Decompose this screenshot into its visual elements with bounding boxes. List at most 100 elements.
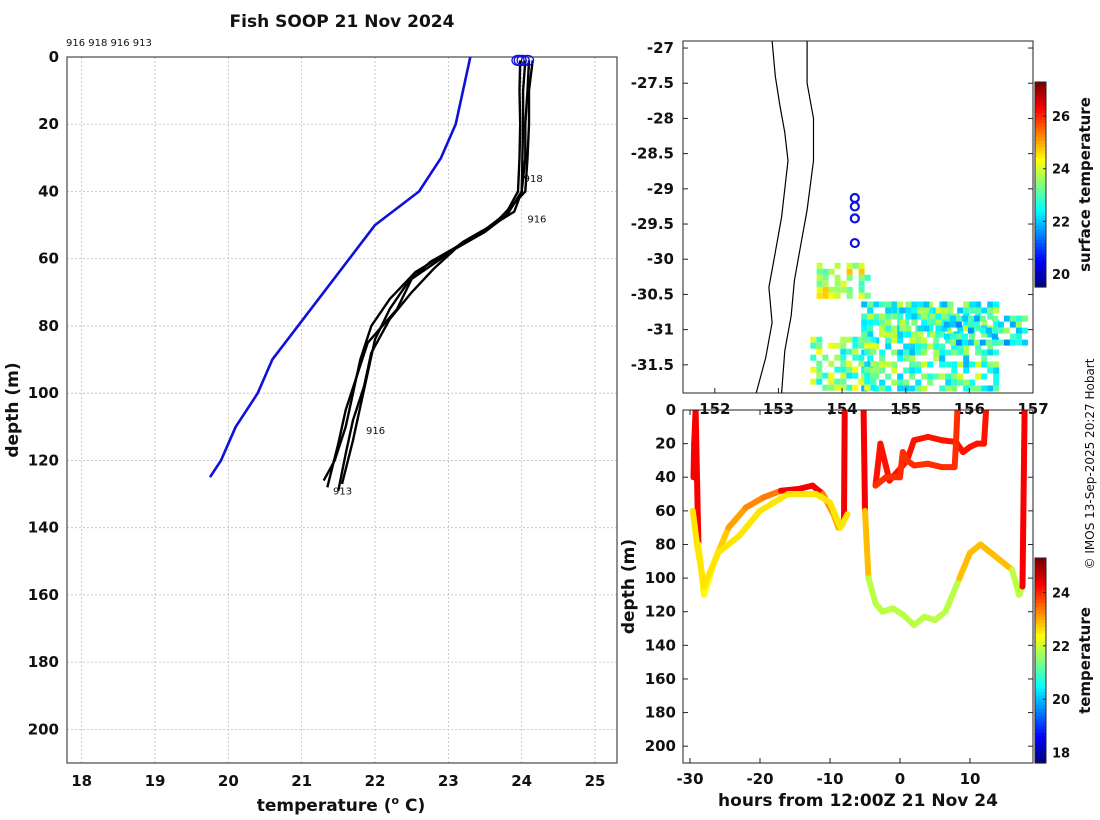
colorbar-segment bbox=[1035, 558, 1046, 563]
sst-pixel bbox=[997, 321, 1004, 328]
colorbar-segment bbox=[1035, 150, 1046, 155]
sst-pixel bbox=[864, 384, 871, 391]
sst-pixel bbox=[915, 349, 922, 356]
sst-pixel bbox=[852, 372, 859, 379]
y-tick-label: 80 bbox=[655, 535, 676, 553]
sst-pixel bbox=[858, 292, 865, 299]
sst-pixel bbox=[973, 321, 980, 328]
y-tick-label: 40 bbox=[38, 182, 59, 200]
profile-line bbox=[322, 60, 534, 482]
x-tick-label: -30 bbox=[676, 770, 703, 788]
sst-pixel bbox=[909, 367, 916, 374]
sst-pixel bbox=[961, 333, 968, 340]
sst-pixel bbox=[929, 313, 936, 320]
sst-pixel bbox=[941, 307, 948, 314]
sst-pixel bbox=[961, 315, 968, 322]
colorbar-segment bbox=[1035, 235, 1046, 240]
sst-pixel bbox=[917, 325, 924, 332]
sst-pixel bbox=[955, 333, 962, 340]
sst-pixel bbox=[885, 361, 892, 368]
sst-pixel bbox=[909, 349, 916, 356]
colorbar-segment bbox=[1035, 228, 1046, 233]
sst-pixel bbox=[897, 373, 904, 380]
sst-pixel bbox=[1015, 327, 1022, 334]
section-trace-segment bbox=[827, 499, 844, 531]
sst-pixel bbox=[917, 331, 924, 338]
x-tick-label: -20 bbox=[746, 770, 773, 788]
sst-pixel bbox=[911, 319, 918, 326]
sst-pixel bbox=[933, 337, 940, 344]
sst-pixel bbox=[951, 385, 958, 392]
sst-pixel bbox=[927, 325, 934, 332]
colorbar-segment bbox=[1035, 136, 1046, 141]
colorbar-segment bbox=[1035, 728, 1046, 733]
sst-pixel bbox=[987, 361, 994, 368]
colorbar-segment bbox=[1035, 269, 1046, 274]
sst-pixel bbox=[993, 301, 1000, 308]
y-tick-label: 60 bbox=[655, 502, 676, 520]
sst-pixel bbox=[1003, 339, 1010, 346]
sst-pixel bbox=[840, 342, 847, 349]
plot-frame bbox=[66, 56, 618, 764]
sst-pixel bbox=[852, 262, 859, 269]
sst-pixel bbox=[852, 348, 859, 355]
colorbar-segment bbox=[1035, 704, 1046, 709]
colorbar-segment bbox=[1035, 167, 1046, 172]
section-trace-segment bbox=[865, 575, 879, 607]
sst-pixel bbox=[939, 349, 946, 356]
sst-pixel bbox=[903, 319, 910, 326]
sst-pixel bbox=[939, 361, 946, 368]
x-tick-label: 10 bbox=[960, 770, 981, 788]
sst-pixel bbox=[861, 331, 868, 338]
sst-pixel bbox=[993, 349, 1000, 356]
sst-pixel bbox=[1015, 315, 1022, 322]
sst-pixel bbox=[879, 319, 886, 326]
sst-pixel bbox=[822, 384, 829, 391]
section-trace-segment bbox=[760, 487, 784, 501]
y-tick-label: 140 bbox=[28, 519, 59, 537]
y-tick-label: -27 bbox=[647, 39, 674, 57]
colorbar-segment bbox=[1035, 99, 1046, 104]
sst-pixel bbox=[891, 307, 898, 314]
sst-pixel bbox=[846, 268, 853, 275]
sst-pixel bbox=[846, 292, 853, 299]
sst-pixel bbox=[987, 349, 994, 356]
sst-pixel bbox=[885, 319, 892, 326]
sst-pixel bbox=[864, 292, 871, 299]
sst-pixel bbox=[923, 325, 930, 332]
colorbar-tick-label: 20 bbox=[1052, 268, 1070, 283]
sst-pixel bbox=[897, 355, 904, 362]
y-tick-label: 60 bbox=[38, 250, 59, 268]
sst-pixel bbox=[969, 385, 976, 392]
y-tick-label: -29 bbox=[647, 180, 674, 198]
sst-pixel bbox=[864, 274, 871, 281]
sst-pixel bbox=[939, 385, 946, 392]
colorbar-segment bbox=[1035, 568, 1046, 573]
sst-pixel bbox=[840, 384, 847, 391]
sst-pixel bbox=[870, 342, 877, 349]
sst-pixel bbox=[879, 385, 886, 392]
sst-pixel bbox=[867, 313, 874, 320]
y-tick-label: 80 bbox=[38, 317, 59, 335]
sst-pixel bbox=[1009, 339, 1016, 346]
sst-pixel bbox=[981, 373, 988, 380]
colorbar-segment bbox=[1035, 701, 1046, 706]
y-tick-label: 200 bbox=[28, 720, 59, 738]
sst-pixel bbox=[828, 268, 835, 275]
colorbar-segment bbox=[1035, 201, 1046, 206]
sst-pixel bbox=[945, 349, 952, 356]
colorbar-segment bbox=[1035, 153, 1046, 158]
section-trace-segment bbox=[953, 410, 961, 447]
colorbar-segment bbox=[1035, 191, 1046, 196]
sst-pixel bbox=[864, 378, 871, 385]
sst-pixel bbox=[885, 325, 892, 332]
sst-pixel bbox=[993, 361, 1000, 368]
sst-pixel bbox=[969, 301, 976, 308]
colorbar-label: temperature bbox=[1076, 607, 1094, 714]
sst-pixel bbox=[1021, 339, 1028, 346]
sst-pixel bbox=[1021, 315, 1028, 322]
sst-pixel bbox=[963, 355, 970, 362]
sst-pixel bbox=[899, 307, 906, 314]
x-tick-label: 25 bbox=[585, 772, 606, 790]
y-tick-label: 180 bbox=[28, 653, 59, 671]
